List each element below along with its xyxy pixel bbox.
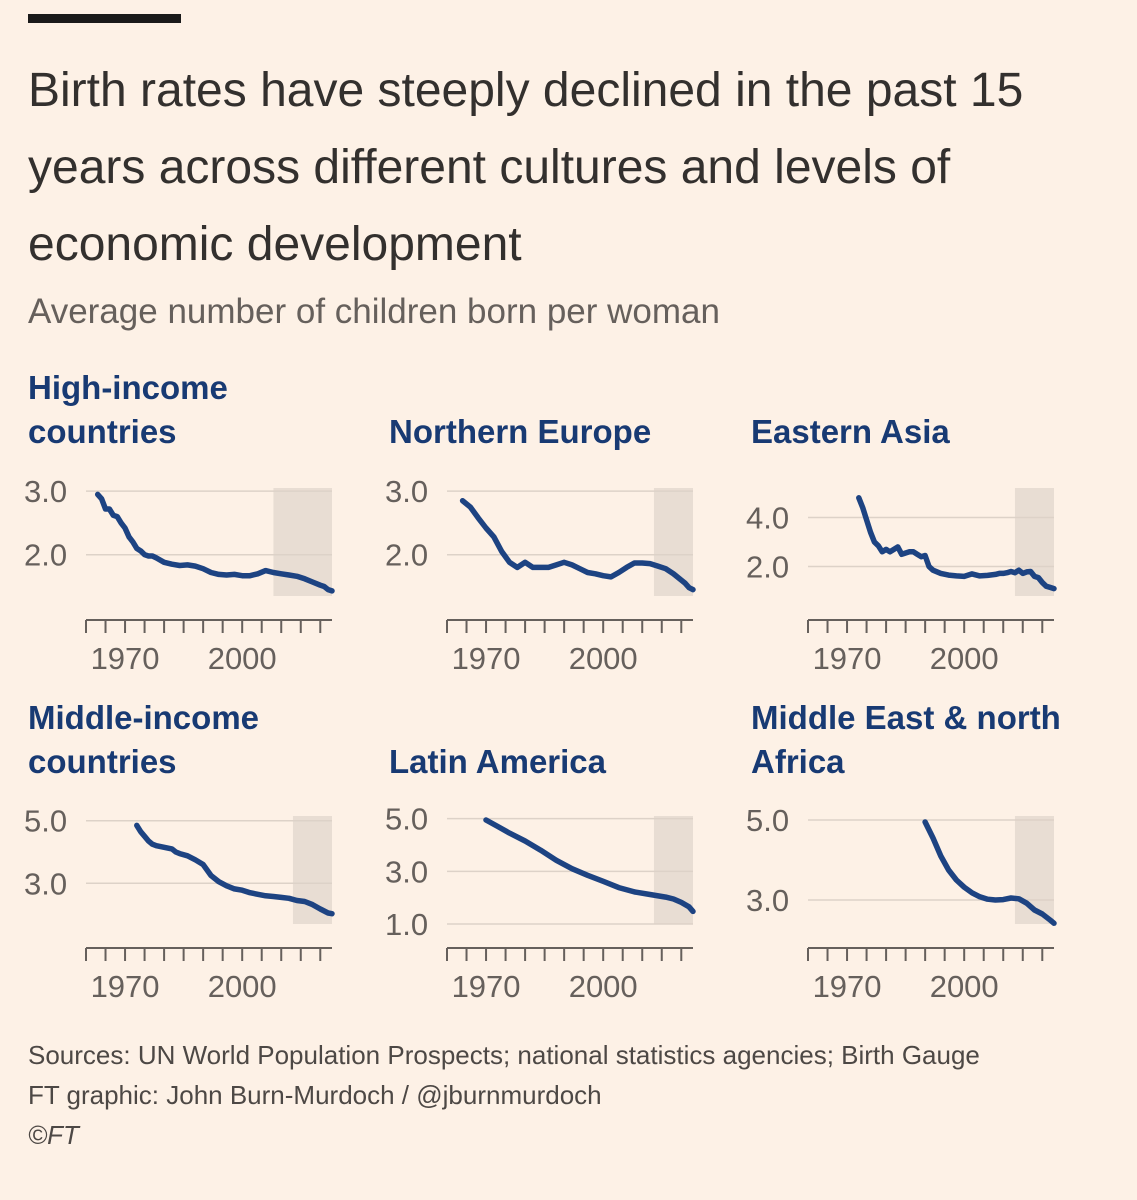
x-tick-label: 1970	[813, 641, 882, 676]
y-tick-label: 2.0	[24, 538, 67, 573]
x-tick-label: 1970	[91, 969, 160, 1004]
x-tick-label: 2000	[930, 641, 999, 676]
x-tick-label: 1970	[452, 641, 521, 676]
x-tick-label: 2000	[569, 969, 638, 1004]
series-line	[856, 495, 1057, 592]
y-tick-label: 5.0	[746, 803, 789, 838]
highlight-band	[653, 488, 693, 596]
panel-title-eastern-asia: Eastern Asia	[751, 413, 950, 450]
series-line	[94, 491, 335, 594]
series-line	[483, 817, 696, 915]
chart-mena: 5.0 3.0 1970 2000	[746, 803, 1057, 1004]
y-tick-label: 5.0	[385, 802, 428, 837]
chart-high-income: 3.0 2.0 1970 2000	[24, 474, 335, 676]
footer: Sources: UN World Population Prospects; …	[28, 1035, 1118, 1155]
x-tick-label: 1970	[91, 641, 160, 676]
panel-title-high-income: High-income countries	[28, 369, 228, 450]
panel-title-northern-europe: Northern Europe	[389, 413, 652, 450]
panel-title-mena: Middle East & north Africa	[751, 699, 1061, 780]
y-tick-label: 4.0	[746, 500, 789, 535]
x-tick-label: 2000	[208, 969, 277, 1004]
highlight-band	[1014, 816, 1054, 924]
y-tick-label: 3.0	[385, 854, 428, 889]
chart-title: Birth rates have steeply declined in the…	[28, 64, 1024, 271]
x-tick-label: 2000	[569, 641, 638, 676]
x-tick-label: 1970	[813, 969, 882, 1004]
series-line	[134, 822, 335, 917]
panel-title-middle-income: Middle-income countries	[28, 699, 260, 780]
highlight-band	[1014, 488, 1054, 596]
y-tick-label: 3.0	[746, 883, 789, 918]
x-tick-label: 2000	[208, 641, 277, 676]
chart-latin-america: 5.0 3.0 1.0 1970 2000	[385, 802, 696, 1004]
chart-middle-income: 5.0 3.0 1970 2000	[24, 804, 335, 1004]
panel-title-latin-america: Latin America	[389, 743, 607, 780]
x-tick-label: 2000	[930, 969, 999, 1004]
chart-northern-europe: 3.0 2.0 1970 2000	[385, 474, 696, 676]
y-tick-label: 2.0	[746, 550, 789, 585]
y-tick-label: 2.0	[385, 538, 428, 573]
chart-eastern-asia: 4.0 2.0 1970 2000	[746, 488, 1057, 676]
y-tick-label: 3.0	[24, 474, 67, 509]
series-line	[459, 497, 696, 593]
y-tick-label: 3.0	[385, 474, 428, 509]
copyright: ©FT	[28, 1120, 79, 1150]
series-line	[922, 819, 1057, 926]
sources-note: Sources: UN World Population Prospects; …	[28, 1040, 980, 1070]
y-tick-label: 5.0	[24, 804, 67, 839]
graphic-credit: FT graphic: John Burn-Murdoch / @jburnmu…	[28, 1080, 602, 1110]
ft-top-bar	[28, 14, 181, 23]
chart-subtitle: Average number of children born per woma…	[28, 292, 720, 331]
x-tick-label: 1970	[452, 969, 521, 1004]
y-tick-label: 1.0	[385, 907, 428, 942]
highlight-band	[292, 816, 332, 924]
y-tick-label: 3.0	[24, 866, 67, 901]
